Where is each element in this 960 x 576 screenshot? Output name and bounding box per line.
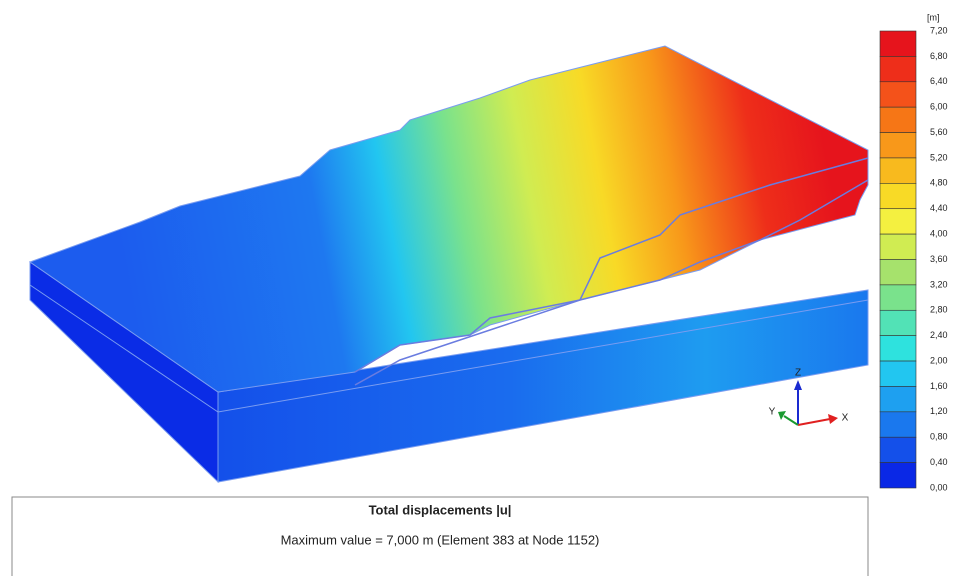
legend-band [880, 107, 916, 132]
legend-band [880, 260, 916, 285]
legend-band [880, 285, 916, 310]
legend-label: 3,60 [930, 254, 948, 264]
result-subtitle: Maximum value = 7,000 m (Element 383 at … [281, 532, 600, 547]
legend-label: 4,80 [930, 178, 948, 188]
x-arrow [828, 414, 838, 424]
y-axis [784, 416, 798, 425]
legend-band [880, 386, 916, 411]
legend-label: 2,40 [930, 330, 948, 340]
legend-label: 5,60 [930, 127, 948, 137]
legend-band [880, 310, 916, 335]
result-view: Z X Y [m] 7,20 6,80 6,40 6,00 5,60 5,20 4,80 4,… [0, 0, 960, 576]
legend-band [880, 158, 916, 183]
legend-band [880, 31, 916, 56]
y-label: Y [769, 407, 776, 418]
legend-unit: [m] [927, 12, 940, 22]
x-label: X [842, 413, 849, 424]
legend-band [880, 412, 916, 437]
x-axis [798, 419, 830, 425]
result-title: Total displacements |u| [369, 502, 512, 517]
z-label: Z [795, 368, 801, 379]
legend-label: 0,80 [930, 432, 948, 442]
legend-label: 6,00 [930, 102, 948, 112]
legend-band [880, 56, 916, 81]
legend-label: 6,40 [930, 76, 948, 86]
legend-label: 6,80 [930, 51, 948, 61]
model-3d [30, 46, 868, 482]
legend-band [880, 361, 916, 386]
legend-label: 1,60 [930, 381, 948, 391]
legend-label: 3,20 [930, 279, 948, 289]
legend-label: 7,20 [930, 25, 948, 35]
legend-label: 5,20 [930, 152, 948, 162]
legend-label: 2,00 [930, 355, 948, 365]
legend-band [880, 437, 916, 462]
legend-label: 4,00 [930, 228, 948, 238]
legend-label: 0,40 [930, 457, 948, 467]
legend-label: 4,40 [930, 203, 948, 213]
color-legend: [m] 7,20 6,80 6,40 6,00 5,60 5,20 4,80 4,40 4,00… [880, 12, 948, 492]
legend-band [880, 234, 916, 259]
legend-band [880, 463, 916, 488]
legend-band [880, 133, 916, 158]
z-arrow [794, 380, 802, 390]
legend-label: 0,00 [930, 482, 948, 492]
legend-band [880, 82, 916, 107]
legend-label: 1,20 [930, 406, 948, 416]
legend-band [880, 209, 916, 234]
legend-band [880, 183, 916, 208]
legend-label: 2,80 [930, 305, 948, 315]
legend-band [880, 336, 916, 361]
